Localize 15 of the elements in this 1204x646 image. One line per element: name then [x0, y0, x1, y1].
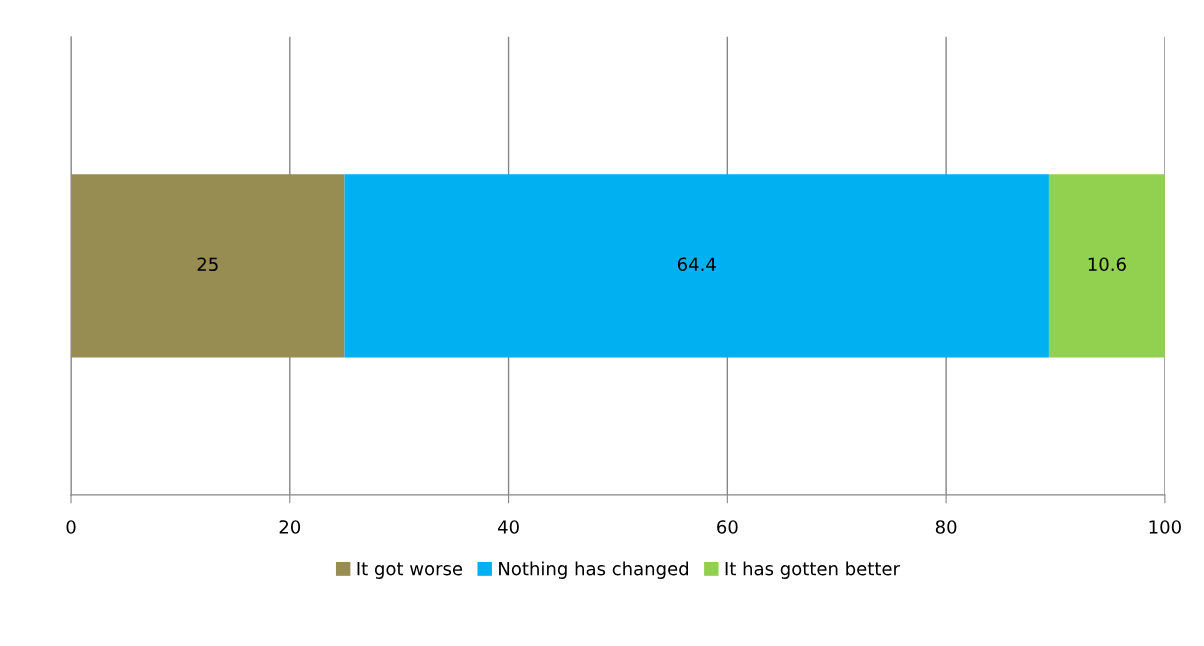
data-label: 25 — [197, 257, 218, 272]
legend-label: It has gotten better — [725, 561, 900, 579]
legend-label: Nothing has changed — [499, 561, 688, 579]
x-tick-label: 80 — [935, 520, 957, 534]
bar — [71, 174, 345, 358]
data-label: 64.4 — [677, 257, 716, 272]
bar — [344, 174, 1049, 358]
data-label: 10.6 — [1088, 257, 1126, 272]
x-tick-label: 100 — [1149, 520, 1181, 534]
x-tick-label: 20 — [279, 520, 301, 534]
legend-label: It got worse — [357, 562, 463, 579]
x-tick-label: 40 — [497, 520, 519, 534]
x-tick-label: 60 — [717, 520, 738, 534]
x-tick-label: 0 — [66, 520, 76, 534]
bar — [1048, 174, 1165, 358]
